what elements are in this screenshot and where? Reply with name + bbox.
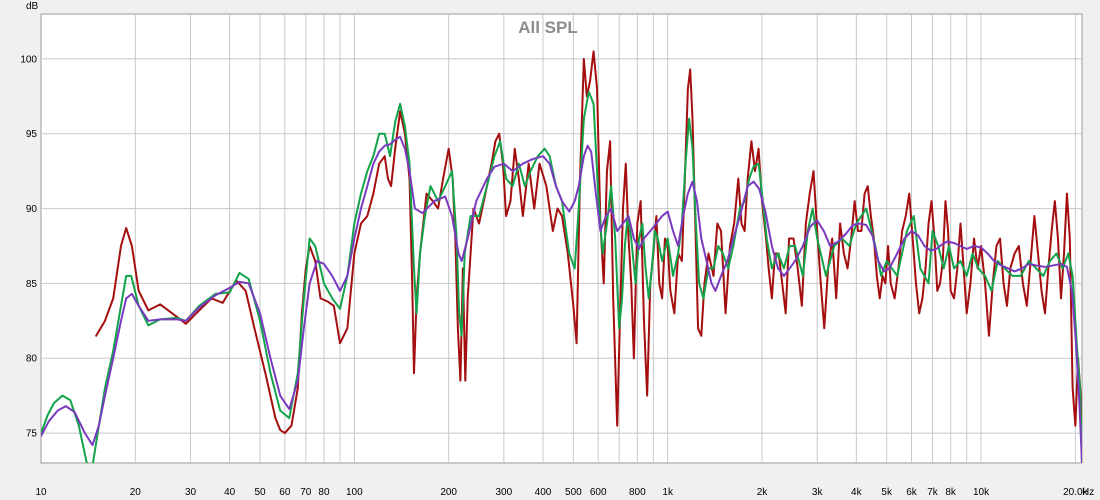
x-tick-label: 60 xyxy=(279,487,291,498)
chart-title: All SPL xyxy=(518,18,578,37)
series-line-3 xyxy=(41,135,1082,463)
series-line-1 xyxy=(95,50,1082,463)
x-tick-label: 20.0k xyxy=(1063,487,1088,498)
x-axis-unit: Hz xyxy=(1082,487,1094,498)
y-tick-label: 90 xyxy=(26,204,38,215)
x-tick-label: 600 xyxy=(590,487,607,498)
x-tick-label: 30 xyxy=(185,487,197,498)
x-tick-label: 6k xyxy=(906,487,918,498)
x-tick-label: 300 xyxy=(496,487,513,498)
x-tick-label: 4k xyxy=(851,487,863,498)
series-line-2 xyxy=(41,90,1082,463)
x-tick-label: 8k xyxy=(945,487,957,498)
x-tick-label: 2k xyxy=(757,487,769,498)
x-tick-label: 50 xyxy=(254,487,266,498)
x-tick-label: 1k xyxy=(662,487,674,498)
x-tick-labels: 10 20 30 40 50 60 70 80 100 200 300 400 500 600 800 1k 2… xyxy=(35,487,1088,498)
y-tick-label: 75 xyxy=(26,429,38,440)
x-tick-label: 3k xyxy=(812,487,824,498)
x-tick-label: 100 xyxy=(346,487,363,498)
x-tick-label: 200 xyxy=(440,487,457,498)
x-tick-label: 5k xyxy=(881,487,893,498)
x-tick-label: 400 xyxy=(535,487,552,498)
series-lines xyxy=(41,50,1082,463)
x-tick-label: 80 xyxy=(318,487,330,498)
x-tick-label: 500 xyxy=(565,487,582,498)
y-tick-label: 100 xyxy=(20,54,37,65)
x-tick-label: 800 xyxy=(629,487,646,498)
x-tick-label: 70 xyxy=(300,487,312,498)
x-tick-label: 40 xyxy=(224,487,236,498)
x-tick-label: 7k xyxy=(927,487,939,498)
y-tick-labels: 75 80 85 90 95 100 xyxy=(20,54,37,439)
x-tick-label: 10 xyxy=(35,487,47,498)
plot-area xyxy=(40,13,1083,464)
y-axis-label: dB xyxy=(26,1,39,12)
x-tick-label: 10k xyxy=(973,487,990,498)
grid xyxy=(41,14,1082,463)
x-tick-label: 20 xyxy=(130,487,142,498)
y-tick-label: 80 xyxy=(26,354,38,365)
y-tick-label: 95 xyxy=(26,129,38,140)
y-tick-label: 85 xyxy=(26,279,38,290)
